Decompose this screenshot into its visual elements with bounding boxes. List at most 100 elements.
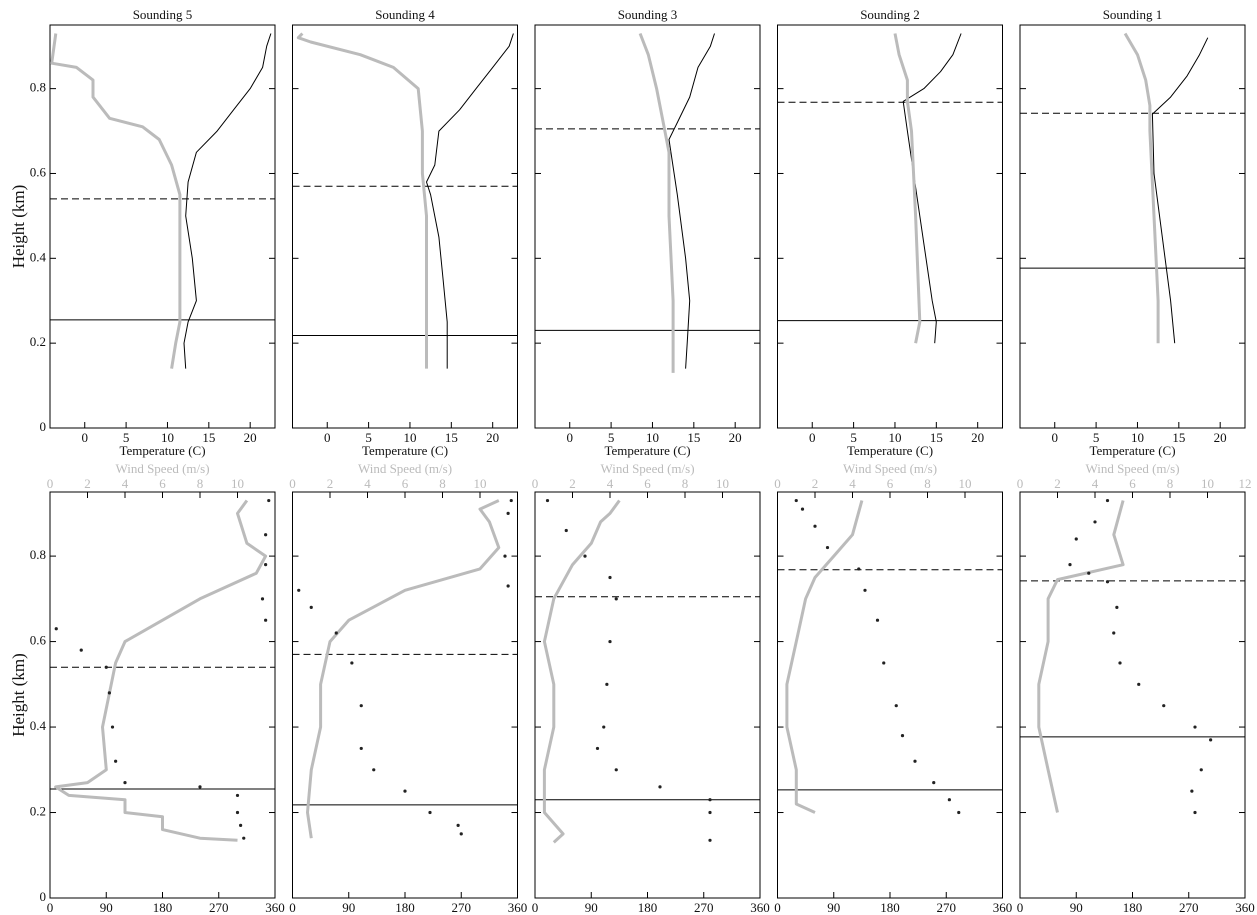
x-tick-label: 360	[265, 900, 285, 915]
wind-direction-point	[459, 832, 463, 836]
y-axis-label: Height (km)	[9, 653, 28, 737]
x2-axis-label: Wind Speed (m/s)	[1085, 461, 1179, 476]
wind-direction-point	[708, 838, 712, 842]
plot-frame	[777, 491, 1003, 899]
wind-direction-point	[350, 661, 354, 665]
x-tick-label: 180	[395, 900, 415, 915]
x2-tick-label: 10	[1201, 476, 1214, 491]
x-tick-label: 5	[1093, 430, 1100, 445]
wind-direction-point	[264, 618, 268, 622]
wind-direction-point	[800, 507, 805, 511]
x2-tick-label: 6	[402, 476, 409, 491]
x-tick-label: 180	[638, 900, 658, 915]
x2-tick-label: 0	[532, 476, 539, 491]
wind-direction-point	[260, 597, 265, 601]
x-tick-label: 20	[729, 430, 742, 445]
x2-tick-label: 8	[1167, 476, 1174, 491]
wind-direction-point	[932, 781, 936, 785]
x-tick-label: 15	[687, 430, 700, 445]
x-tick-label: 270	[1179, 900, 1199, 915]
x-tick-label: 20	[971, 430, 984, 445]
x2-tick-label: 6	[1129, 476, 1136, 491]
x2-tick-label: 12	[1239, 476, 1252, 491]
x-tick-label: 270	[209, 900, 229, 915]
x-tick-label: 180	[153, 900, 173, 915]
wind-direction-point	[235, 793, 240, 798]
profile-line	[426, 33, 514, 369]
wind-direction-point	[54, 627, 58, 631]
wind-direction-point	[564, 528, 568, 533]
wind-direction-point	[264, 563, 268, 567]
wind-direction-point	[1112, 631, 1116, 635]
x-tick-label: 270	[937, 900, 957, 915]
wind-direction-point	[456, 823, 460, 827]
profile-line	[50, 33, 182, 369]
x2-tick-label: 8	[197, 476, 204, 491]
wind-direction-point	[875, 618, 880, 622]
wind-direction-point	[1087, 571, 1091, 575]
wind-direction-point	[198, 785, 202, 789]
x2-tick-label: 0	[47, 476, 54, 491]
x2-tick-label: 10	[959, 476, 972, 491]
wind-direction-point	[957, 810, 961, 815]
x-tick-label: 180	[880, 900, 900, 915]
x-tick-label: 0	[289, 900, 296, 915]
x-tick-label: 360	[750, 900, 770, 915]
wind-direction-point	[104, 665, 108, 669]
wind-direction-point	[947, 798, 951, 802]
y-tick-label: 0.2	[30, 804, 46, 819]
x-tick-label: 360	[508, 900, 528, 915]
x-axis-label: Temperature (C)	[604, 443, 690, 458]
profile-line	[542, 499, 621, 844]
wind-direction-point	[614, 597, 618, 601]
plot-frame	[777, 24, 1003, 429]
wind-direction-point	[602, 725, 606, 729]
wind-direction-point	[372, 768, 376, 772]
panel-title: Sounding 3	[618, 7, 678, 22]
wind-direction-point	[894, 704, 898, 708]
x-tick-label: 10	[888, 430, 901, 445]
x2-tick-label: 2	[1054, 476, 1061, 491]
profile-line	[638, 32, 675, 373]
x-tick-label: 90	[827, 900, 840, 915]
panel-title: Sounding 2	[860, 7, 920, 22]
profile-line	[296, 32, 428, 369]
y-tick-label: 0.8	[30, 80, 46, 95]
panel-title: Sounding 4	[375, 7, 435, 22]
wind-direction-point	[235, 810, 240, 815]
x2-tick-label: 2	[812, 476, 819, 491]
x2-tick-label: 10	[474, 476, 487, 491]
profile-line	[183, 33, 272, 369]
x-tick-label: 0	[81, 430, 88, 445]
panel-title: Sounding 1	[1103, 7, 1163, 22]
wind-direction-point	[1118, 661, 1122, 665]
y-tick-label: 0.2	[30, 334, 46, 349]
wind-direction-point	[503, 554, 507, 558]
wind-direction-point	[1209, 738, 1213, 742]
wind-direction-point	[506, 511, 510, 515]
plot-frame	[292, 24, 518, 429]
plot-frame	[534, 24, 761, 429]
x-axis-label: Temperature (C)	[362, 443, 448, 458]
profile-line	[893, 33, 922, 344]
wind-direction-point	[595, 746, 600, 751]
wind-direction-point	[608, 575, 612, 580]
plot-frame	[49, 491, 276, 899]
x2-tick-label: 4	[1092, 476, 1099, 491]
profile-line	[902, 33, 962, 344]
x-tick-label: 15	[1172, 430, 1185, 445]
x-tick-label: 90	[1070, 900, 1083, 915]
plot-frame	[49, 24, 276, 429]
wind-direction-point	[1190, 789, 1194, 793]
profile-line	[1123, 32, 1160, 344]
wind-direction-point	[1074, 537, 1078, 541]
y-tick-label: 0	[40, 889, 47, 904]
wind-direction-point	[509, 498, 513, 503]
x2-tick-label: 6	[159, 476, 166, 491]
wind-direction-point	[123, 781, 127, 785]
x-tick-label: 90	[585, 900, 598, 915]
x-tick-label: 20	[486, 430, 499, 445]
wind-direction-point	[658, 785, 662, 789]
wind-direction-point	[1137, 682, 1141, 686]
